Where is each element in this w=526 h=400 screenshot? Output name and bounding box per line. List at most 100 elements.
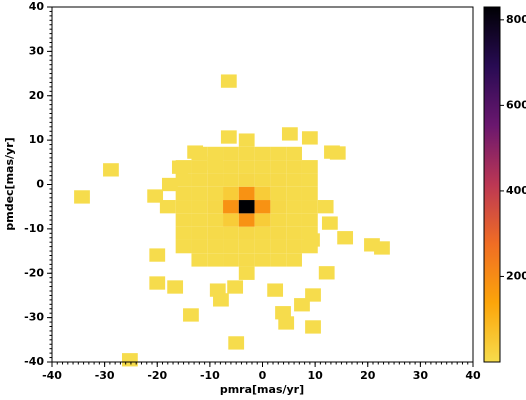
bin [254,146,271,161]
bin [270,200,287,214]
x-tick-label: 0 [259,369,267,382]
bin [74,190,90,204]
colorbar-tick-label: 600 [506,98,526,111]
bin [207,239,224,254]
bin [286,160,302,174]
bin [286,239,302,254]
colorbar-tick-label: 800 [506,13,526,26]
bin [254,186,271,201]
bin [207,156,224,170]
bin [238,200,255,214]
bin [223,200,239,214]
bin [270,173,287,187]
bin [301,200,318,214]
bin [238,160,255,174]
bin [275,306,291,320]
cells [74,74,390,367]
y-tick-label: 0 [36,178,44,191]
bin [207,186,224,201]
bin [254,213,271,227]
bin [220,74,237,88]
bin [286,226,302,240]
bin [254,200,271,214]
x-tick-label: 40 [465,369,481,382]
bin [286,186,302,201]
bin [191,186,208,201]
bin [161,177,178,192]
bin [175,186,192,201]
bin [238,253,255,267]
bin [294,298,310,312]
bin [270,186,287,201]
colorbar-tick-label: 200 [506,269,526,282]
bin [223,253,239,267]
bin [305,320,321,334]
colorbar [483,6,501,363]
bin [191,173,208,187]
y-tick-label: -10 [24,222,44,235]
y-axis-label: pmdec[mas/yr] [3,137,16,230]
bin [207,200,224,214]
bin [191,160,208,174]
bin [286,253,302,267]
bin [175,226,192,240]
bin [213,293,229,307]
y-tick-label: 40 [29,0,45,13]
bin [254,173,271,187]
y-tick-label: -20 [24,266,44,279]
bin [228,336,245,350]
bin [191,226,208,240]
bin [286,173,302,187]
bin [223,186,239,201]
bin [281,127,298,141]
bin [227,280,244,294]
bin [254,253,271,267]
bin [329,146,346,160]
bin [191,213,208,227]
bin [220,130,237,144]
bin [301,160,318,174]
bin [223,146,239,161]
x-tick-label: 10 [307,369,323,382]
bin [223,226,239,240]
bin [103,163,119,177]
bin [278,316,295,330]
bin [318,266,335,280]
bin [223,160,239,174]
x-tick-label: -10 [200,369,220,382]
bin [270,226,287,240]
y-tick-label: -30 [24,311,44,324]
bin [191,200,208,214]
x-axis-label: pmra[mas/yr] [220,383,304,396]
bin [238,266,255,280]
x-tick-label: -40 [42,369,62,382]
bin [207,226,224,240]
bin [238,186,255,201]
bin [238,226,255,240]
bin [175,213,192,227]
bin [254,160,271,174]
bin [207,253,224,267]
bin [149,248,166,262]
bin [286,200,302,214]
bin [175,173,192,187]
bin [167,280,184,294]
bin [223,239,239,254]
bin [238,146,255,161]
bin [270,253,287,267]
bin [147,189,164,203]
bin [270,146,287,161]
bin [223,213,239,227]
bin [270,213,287,227]
bin [171,160,188,174]
bin [238,173,255,187]
bin [254,239,271,254]
bin [301,131,318,145]
y-tick-label: 10 [29,133,45,146]
bin [286,146,302,161]
x-tick-label: 30 [413,369,429,382]
bin [304,233,320,247]
bin [207,213,224,227]
bin [286,213,302,227]
